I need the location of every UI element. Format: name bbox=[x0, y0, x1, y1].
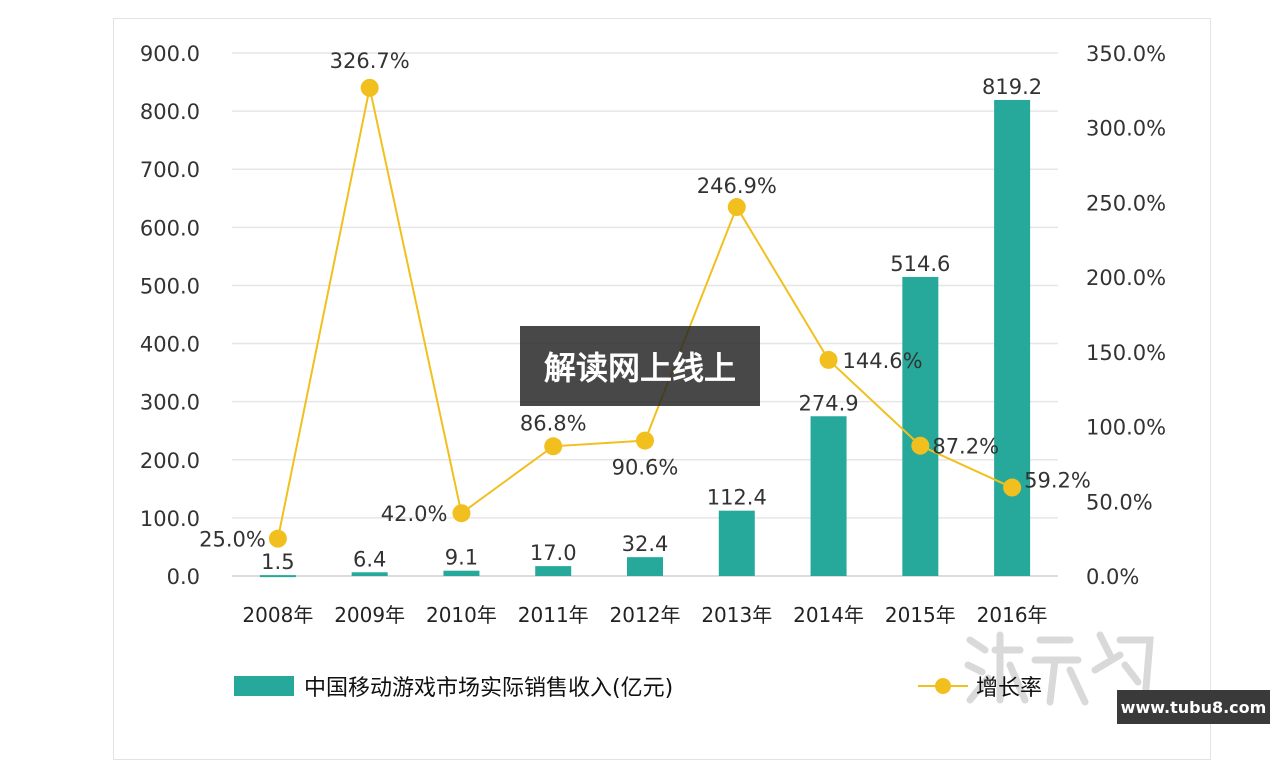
line-data-label: 59.2% bbox=[1024, 469, 1091, 493]
watermark-url: www.tubu8.com bbox=[1117, 690, 1270, 724]
bar bbox=[535, 566, 572, 576]
category-label: 2014年 bbox=[793, 603, 864, 627]
line-data-label: 90.6% bbox=[612, 456, 679, 480]
bar-data-label: 514.6 bbox=[890, 252, 950, 276]
category-label: 2013年 bbox=[701, 603, 772, 627]
bar bbox=[351, 572, 388, 576]
growth-point bbox=[727, 198, 746, 217]
legend-line-marker bbox=[935, 678, 951, 694]
left-tick-label: 100.0 bbox=[140, 507, 200, 531]
legend-bar-label: 中国移动游戏市场实际销售收入(亿元) bbox=[304, 676, 673, 701]
line-data-label: 86.8% bbox=[520, 411, 587, 435]
category-label: 2015年 bbox=[885, 603, 956, 627]
left-tick-label: 600.0 bbox=[140, 216, 200, 240]
legend-line-label: 增长率 bbox=[976, 676, 1042, 701]
left-tick-label: 900.0 bbox=[140, 42, 200, 66]
right-tick-label: 150.0% bbox=[1086, 341, 1166, 365]
bar-data-label: 32.4 bbox=[622, 532, 669, 556]
bar-data-label: 6.4 bbox=[353, 547, 386, 571]
category-label: 2009年 bbox=[334, 603, 405, 627]
left-tick-label: 500.0 bbox=[140, 274, 200, 298]
bar-data-label: 17.0 bbox=[530, 541, 577, 565]
growth-point bbox=[819, 350, 838, 369]
left-tick-label: 400.0 bbox=[140, 333, 200, 357]
line-data-label: 326.7% bbox=[330, 49, 410, 73]
right-tick-label: 0.0% bbox=[1086, 565, 1139, 589]
bar-data-label: 274.9 bbox=[798, 391, 858, 415]
right-tick-label: 300.0% bbox=[1086, 117, 1166, 141]
growth-point bbox=[1003, 478, 1022, 497]
line-data-label: 25.0% bbox=[199, 528, 266, 552]
bar bbox=[810, 416, 847, 576]
left-tick-label: 800.0 bbox=[140, 100, 200, 124]
bar-data-label: 819.2 bbox=[982, 75, 1042, 99]
right-tick-label: 200.0% bbox=[1086, 266, 1166, 290]
category-label: 2011年 bbox=[518, 603, 589, 627]
left-tick-label: 0.0 bbox=[167, 565, 200, 589]
right-tick-label: 350.0% bbox=[1086, 42, 1166, 66]
left-tick-label: 200.0 bbox=[140, 449, 200, 473]
watermark-logo bbox=[964, 631, 1154, 706]
growth-point bbox=[360, 78, 379, 97]
bar-data-label: 112.4 bbox=[707, 486, 767, 510]
category-label: 2012年 bbox=[610, 603, 681, 627]
legend-bar-swatch bbox=[234, 676, 294, 696]
line-data-label: 144.6% bbox=[843, 349, 923, 373]
growth-point bbox=[268, 529, 287, 548]
category-label: 2010年 bbox=[426, 603, 497, 627]
left-tick-label: 700.0 bbox=[140, 158, 200, 182]
growth-point bbox=[452, 504, 471, 523]
growth-point bbox=[544, 437, 563, 456]
growth-point bbox=[636, 431, 654, 450]
bar bbox=[259, 575, 296, 578]
growth-point bbox=[911, 436, 930, 455]
category-label: 2008年 bbox=[242, 603, 313, 627]
line-data-label: 87.2% bbox=[932, 435, 999, 459]
line-data-label: 246.9% bbox=[697, 174, 777, 198]
bar bbox=[443, 570, 480, 576]
bar bbox=[994, 99, 1031, 576]
bar-data-label: 1.5 bbox=[261, 550, 294, 574]
bar bbox=[902, 276, 939, 576]
right-tick-label: 50.0% bbox=[1086, 490, 1153, 514]
left-tick-label: 300.0 bbox=[140, 391, 200, 415]
line-data-label: 42.0% bbox=[381, 502, 448, 526]
right-tick-label: 100.0% bbox=[1086, 416, 1166, 440]
right-tick-label: 250.0% bbox=[1086, 191, 1166, 215]
bar-data-label: 9.1 bbox=[445, 546, 478, 570]
bar bbox=[627, 557, 663, 576]
overlay-banner: 解读网上线上 bbox=[520, 326, 760, 406]
bar bbox=[718, 510, 755, 576]
combo-chart: 0.0 100.0 200.0 300.0 400.0 500.0 600.0 700.0 80… bbox=[140, 42, 1166, 701]
category-label: 2016年 bbox=[977, 603, 1048, 627]
